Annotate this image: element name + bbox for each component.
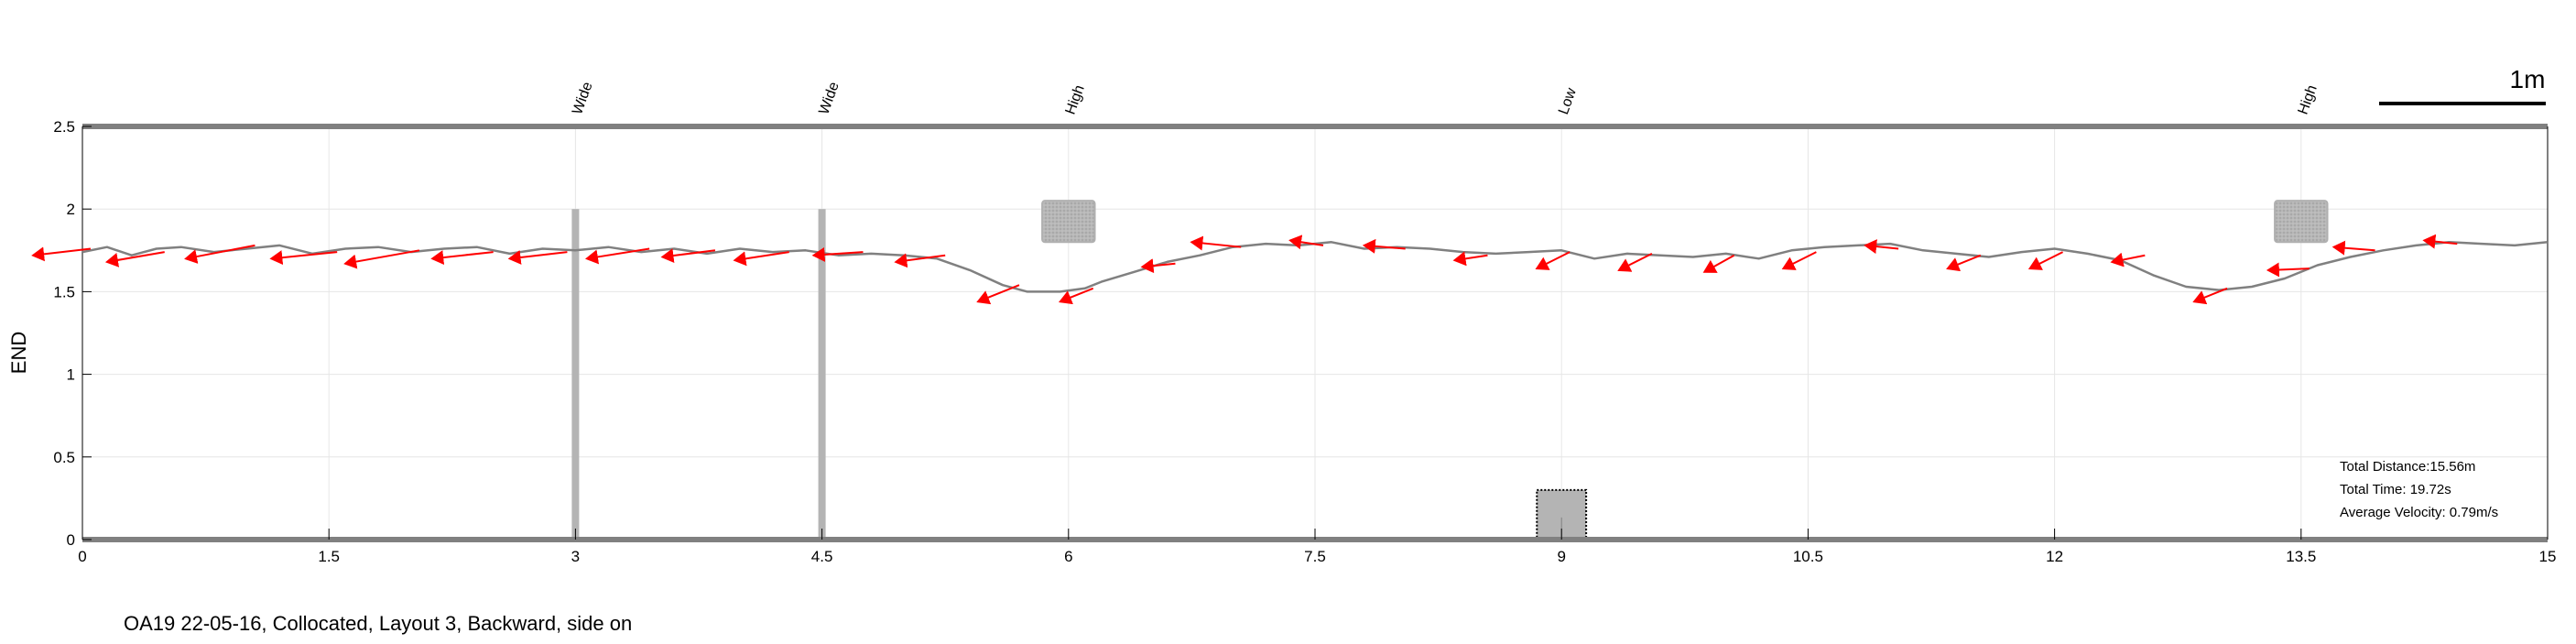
obstacle-label: Wide [570, 80, 595, 116]
velocity-arrow [1058, 287, 1094, 305]
x-tick-label: 4.5 [811, 548, 833, 565]
obstacle-label: High [1063, 83, 1088, 117]
scale-bar-label: 1m [2510, 65, 2546, 93]
x-tick-label: 12 [2046, 548, 2063, 565]
velocity-arrow [31, 246, 92, 262]
x-tick-label: 15 [2539, 548, 2557, 565]
y-tick-label: 0 [67, 531, 75, 549]
velocity-arrow [1864, 239, 1899, 255]
velocity-arrow [894, 253, 946, 268]
x-tick-label: 10.5 [1793, 548, 1823, 565]
velocity-arrow [584, 247, 650, 265]
stats-box: Total Distance:15.56m Total Time: 19.72s A… [2340, 459, 2498, 520]
velocity-arrow [733, 251, 789, 267]
x-tick-label: 9 [1557, 548, 1565, 565]
grid-lines [82, 126, 2549, 540]
velocity-arrows [31, 234, 2458, 305]
y-tick-label: 0.5 [53, 449, 75, 466]
obstacle-label: Low [1556, 86, 1580, 117]
velocity-arrow [1617, 253, 1653, 272]
velocity-arrow [1702, 254, 1735, 273]
obstacle-block [2274, 200, 2329, 244]
velocity-arrow [2027, 251, 2064, 270]
velocity-arrow [1946, 254, 1982, 272]
velocity-arrow [660, 248, 716, 263]
x-tick-label: 7.5 [1304, 548, 1326, 565]
obstacle-block [1041, 200, 1096, 244]
velocity-arrow [1781, 251, 1817, 270]
velocity-arrow [2331, 240, 2375, 256]
x-tick-label: 6 [1064, 548, 1072, 565]
obstacle-label: Wide [816, 80, 842, 116]
y-axis-label: END [7, 332, 30, 374]
velocity-arrow [811, 246, 864, 262]
velocity-arrow [2266, 262, 2310, 278]
x-tick-label: 1.5 [318, 548, 340, 565]
obstacle-label: High [2296, 83, 2321, 117]
obstacle-post [818, 209, 826, 540]
obstacle-post [571, 209, 580, 540]
y-tick-label: 1 [67, 366, 75, 384]
velocity-arrow [430, 250, 494, 265]
velocity-arrow [1535, 251, 1571, 270]
stat-line: Total Time: 19.72s [2340, 482, 2451, 497]
y-tick-label: 2 [67, 201, 75, 218]
velocity-arrow [104, 251, 165, 267]
scale-bar: 1m [2379, 65, 2546, 105]
axis-ticks: 0 1.5 3 4.5 6 7.5 9 10.5 12 13.5 15 0 0.5 1 1.5 2 2.5 [53, 118, 2556, 565]
x-tick-label: 0 [78, 548, 86, 565]
velocity-arrow [2192, 287, 2228, 305]
velocity-arrow [1452, 251, 1488, 267]
velocity-arrow [1288, 235, 1324, 250]
velocity-arrow [976, 284, 1020, 305]
velocity-arrow [1362, 238, 1406, 254]
velocity-arrow [1140, 258, 1176, 274]
velocity-arrow [184, 244, 255, 264]
x-tick-label: 13.5 [2286, 548, 2316, 565]
x-tick-label: 3 [571, 548, 580, 565]
velocity-arrow [343, 249, 420, 269]
velocity-arrow [269, 250, 338, 266]
y-tick-label: 1.5 [53, 283, 75, 300]
velocity-arrow [2422, 234, 2458, 249]
stat-line: Average Velocity: 0.79m/s [2340, 505, 2498, 520]
figure-caption: OA19 22-05-16, Collocated, Layout 3, Bac… [124, 612, 633, 635]
stat-line: Total Distance:15.56m [2340, 459, 2475, 475]
velocity-arrow [507, 250, 568, 265]
velocity-arrow [1190, 235, 1242, 251]
obstacles: Wide Wide High Low High [570, 80, 2329, 541]
velocity-arrow [2110, 252, 2146, 267]
y-tick-label: 2.5 [53, 118, 75, 136]
